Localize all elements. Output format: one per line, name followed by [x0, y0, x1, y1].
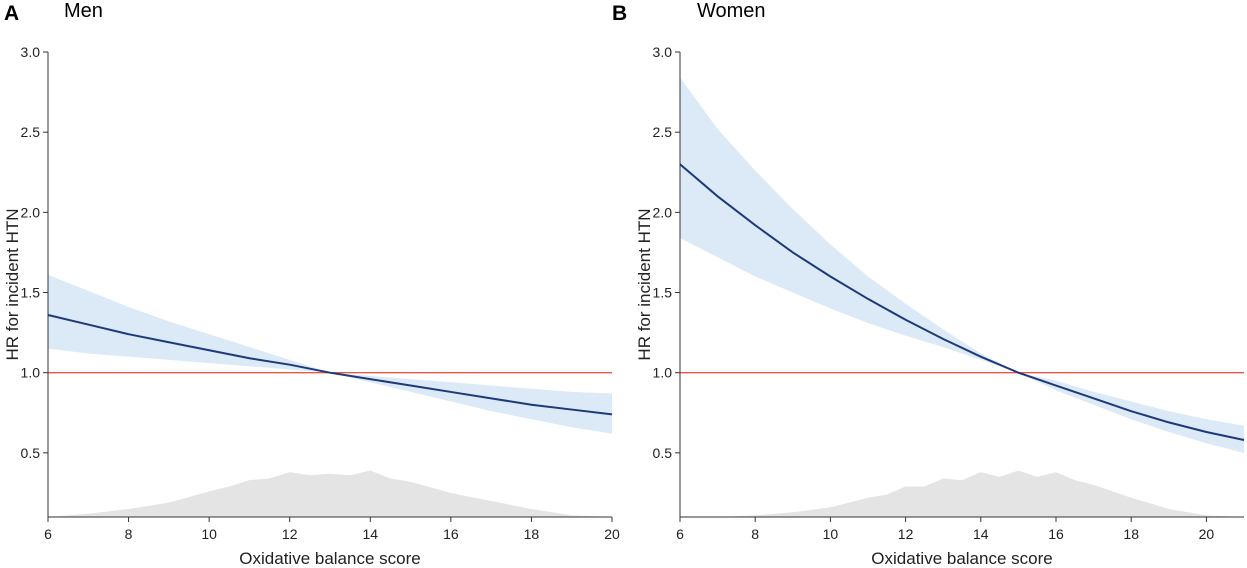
x-tick-label: 18 [524, 526, 540, 542]
x-tick-label: 14 [973, 526, 989, 542]
panel-a-letter: A [4, 2, 20, 25]
y-tick-label: 2.5 [653, 124, 673, 140]
chart-panel-a: 0.5 1.0 1.5 2.0 2.5 3.0 6 8 10 12 14 16 18 20 Oxidativ… [3, 44, 620, 568]
x-tick-label: 8 [125, 526, 133, 542]
y-tick-label: 2.0 [653, 204, 673, 220]
hr-curve [679, 163, 1245, 442]
x-tick-label: 16 [443, 526, 459, 542]
y-tick-label: 1.5 [653, 285, 673, 301]
panel-a-title: Men [64, 0, 103, 22]
x-tick-label: 20 [604, 526, 620, 542]
hr-curve [47, 313, 613, 416]
y-axis-label: HR for incident HTN [3, 208, 22, 360]
density-area [48, 470, 612, 517]
x-tick-label: 12 [898, 526, 914, 542]
panel-b-title: Women [697, 0, 766, 22]
x-tick-label: 12 [282, 526, 298, 542]
y-tick-label: 1.0 [21, 365, 41, 381]
x-tick-label: 20 [1199, 526, 1215, 542]
y-tick-label: 1.5 [21, 285, 41, 301]
y-tick-label: 1.0 [653, 365, 673, 381]
y-tick-label: 2.5 [21, 124, 41, 140]
y-tick-label: 3.0 [653, 44, 673, 60]
y-tick-label: 0.5 [653, 445, 673, 461]
y-tick-label: 0.5 [21, 445, 41, 461]
x-tick-label: 8 [751, 526, 759, 542]
x-axis-label: Oxidative balance score [239, 549, 420, 568]
x-tick-label: 10 [201, 526, 217, 542]
x-tick-label: 18 [1123, 526, 1139, 542]
x-tick-label: 14 [362, 526, 378, 542]
chart-panel-b: 0.5 1.0 1.5 2.0 2.5 3.0 6 8 10 12 14 16 18 20 Oxidativ… [635, 44, 1245, 568]
y-tick-label: 3.0 [21, 44, 41, 60]
x-tick-label: 16 [1048, 526, 1064, 542]
y-axis-label: HR for incident HTN [635, 208, 654, 360]
confidence-band [680, 77, 1244, 453]
density-area [680, 470, 1244, 517]
x-tick-label: 10 [823, 526, 839, 542]
x-axis-label: Oxidative balance score [871, 549, 1052, 568]
panel-b-letter: B [612, 2, 628, 25]
x-tick-label: 6 [676, 526, 684, 542]
x-tick-label: 6 [44, 526, 52, 542]
y-tick-label: 2.0 [21, 204, 41, 220]
confidence-band [48, 274, 612, 434]
